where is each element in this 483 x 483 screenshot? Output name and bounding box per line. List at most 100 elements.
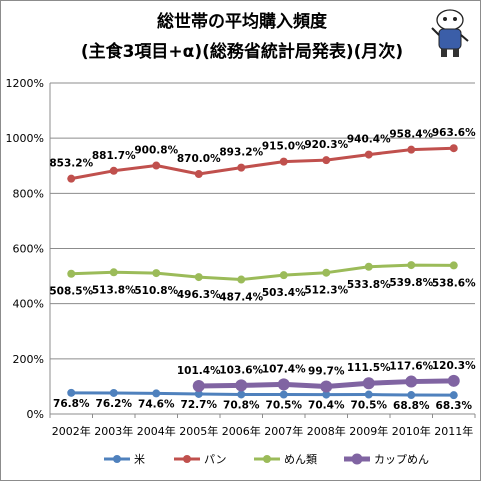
x-tick-label: 2002年 (52, 424, 91, 438)
data-label: 513.8% (92, 284, 136, 296)
data-label: 111.5% (347, 362, 391, 374)
legend-label: パン (204, 453, 227, 466)
series (67, 144, 460, 400)
data-point (322, 268, 331, 277)
data-label: 103.6% (219, 364, 263, 376)
data-label: 107.4% (262, 363, 306, 375)
data-label: 920.3% (304, 139, 348, 151)
data-label: 963.6% (432, 127, 476, 139)
data-point (364, 150, 373, 159)
data-point (407, 145, 416, 154)
y-tick-label: 200% (13, 353, 44, 366)
data-point (194, 273, 203, 282)
x-tick-label: 2010年 (392, 424, 431, 438)
data-labels: 76.8% 76.2% 74.6% 72.7% 70.8% 70.5% 70.4% 70.5%… (49, 127, 476, 412)
data-label: 496.3% (177, 289, 221, 301)
data-label: 487.4% (219, 292, 263, 304)
y-tick-label: 1000% (6, 132, 44, 145)
data-label: 117.6% (389, 361, 433, 373)
data-label: 101.4% (177, 365, 221, 377)
data-point (194, 389, 203, 398)
data-point (152, 161, 161, 170)
data-label: 68.3% (436, 400, 473, 412)
data-point (237, 390, 246, 399)
chart-title-line-1: 総世帯の平均購入頻度 (157, 11, 328, 32)
data-point (322, 156, 331, 165)
data-label: 70.5% (351, 400, 388, 412)
data-point (152, 269, 161, 278)
y-tick-label: 1200% (6, 77, 44, 90)
data-point (237, 163, 246, 172)
legend-marker (263, 455, 271, 463)
data-label: 99.7% (308, 365, 345, 377)
y-tick-label: 800% (13, 187, 44, 200)
data-point (447, 374, 460, 387)
y-tick-label: 400% (13, 298, 44, 311)
data-point (364, 262, 373, 271)
chart-title-line-2: (主食3項目+α)(総務省統計局発表)(月次) (81, 41, 403, 62)
data-label: 70.5% (266, 400, 303, 412)
data-point (364, 390, 373, 399)
data-point (405, 375, 418, 388)
x-tick-label: 2004年 (137, 424, 176, 438)
data-point (67, 388, 76, 397)
data-label: 503.4% (262, 287, 306, 299)
data-point (449, 261, 458, 270)
data-label: 70.8% (223, 399, 260, 411)
data-label: 958.4% (389, 129, 433, 141)
data-point (449, 391, 458, 400)
data-point (320, 380, 333, 393)
series-line (71, 263, 454, 282)
data-point (277, 378, 290, 391)
data-point (407, 391, 416, 400)
data-label: 508.5% (49, 286, 93, 298)
data-point (279, 157, 288, 166)
data-point (235, 379, 248, 392)
data-point (279, 271, 288, 280)
data-point (109, 166, 118, 175)
data-point (192, 380, 205, 393)
data-point (362, 377, 375, 390)
legend-label: カップめん (374, 453, 429, 466)
data-label: 76.8% (53, 398, 90, 410)
x-tick-label: 2008年 (307, 424, 346, 438)
data-label: 940.4% (347, 134, 391, 146)
data-label: 76.2% (96, 398, 133, 410)
data-label: 870.0% (177, 153, 221, 165)
legend-marker (113, 455, 121, 463)
series-line (71, 391, 454, 397)
data-label: 881.7% (92, 150, 136, 162)
series-line (70, 146, 454, 181)
data-point (237, 275, 246, 284)
y-tick-label: 600% (13, 243, 44, 256)
x-tick-label: 2007年 (264, 424, 303, 438)
x-tick-label: 2009年 (349, 424, 388, 438)
data-point (109, 268, 118, 277)
data-label: 533.8% (347, 279, 391, 291)
axes: 0% 200% 400% 600% 800% 1000% 1200% 2002年 2003年 20… (6, 77, 476, 438)
data-point (407, 261, 416, 270)
data-label: 72.7% (181, 399, 218, 411)
data-label: 915.0% (262, 141, 306, 153)
data-point (67, 269, 76, 278)
x-tick-label: 2011年 (434, 424, 473, 438)
x-tick-label: 2005年 (179, 424, 218, 438)
data-point (322, 390, 331, 399)
data-point (449, 144, 458, 153)
data-label: 68.8% (393, 400, 430, 412)
data-label: 512.3% (304, 285, 348, 297)
data-point (279, 390, 288, 399)
legend-label: めん類 (284, 453, 317, 466)
character-mascot-icon (431, 9, 469, 57)
data-label: 900.8% (134, 145, 178, 157)
x-tick-label: 2006年 (222, 424, 261, 438)
data-label: 853.2% (49, 158, 93, 170)
x-tick-label: 2003年 (94, 424, 133, 438)
legend-label: 米 (134, 453, 145, 466)
data-label: 70.4% (308, 400, 345, 412)
data-point (152, 389, 161, 398)
data-label: 510.8% (134, 285, 178, 297)
legend-marker (351, 453, 363, 465)
data-point (109, 388, 118, 397)
